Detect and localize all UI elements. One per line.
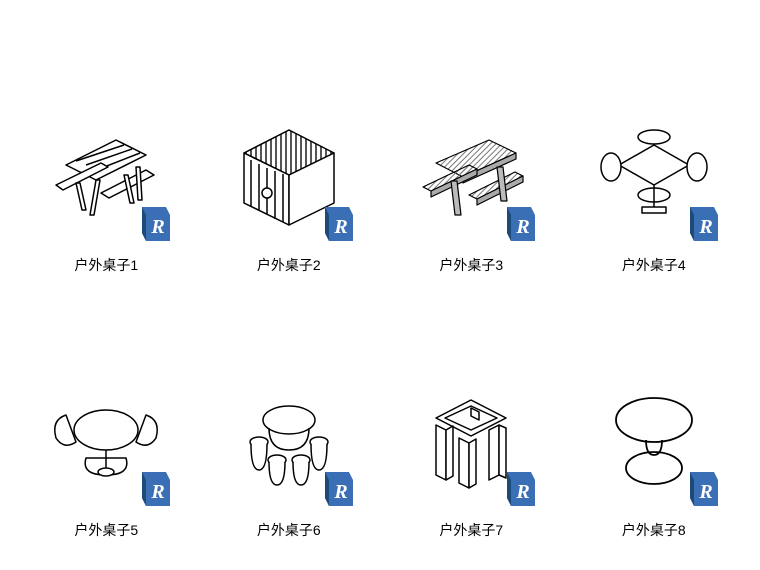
svg-text:R: R — [333, 216, 347, 238]
file-thumbnail[interactable]: R — [219, 107, 359, 247]
revit-badge-icon: R — [140, 470, 172, 508]
file-item[interactable]: R 户外桌子3 — [385, 30, 558, 275]
file-item[interactable]: R 户外桌子5 — [20, 295, 193, 540]
revit-badge-icon: R — [323, 470, 355, 508]
file-label: 户外桌子3 — [439, 255, 503, 275]
file-item[interactable]: R 户外桌子8 — [568, 295, 741, 540]
file-label: 户外桌子2 — [257, 255, 321, 275]
file-item[interactable]: R 户外桌子6 — [203, 295, 376, 540]
revit-badge-icon: R — [505, 470, 537, 508]
file-label: 户外桌子4 — [622, 255, 686, 275]
file-label: 户外桌子1 — [74, 255, 138, 275]
file-grid: R 户外桌子1 R 户外桌子2 — [20, 30, 740, 540]
svg-text:R: R — [516, 216, 530, 238]
file-thumbnail[interactable]: R — [401, 372, 541, 512]
svg-text:R: R — [516, 481, 530, 503]
file-thumbnail[interactable]: R — [584, 107, 724, 247]
file-thumbnail[interactable]: R — [401, 107, 541, 247]
revit-badge-icon: R — [140, 205, 172, 243]
svg-text:R: R — [151, 216, 165, 238]
file-label: 户外桌子7 — [439, 520, 503, 540]
file-item[interactable]: R 户外桌子4 — [568, 30, 741, 275]
svg-text:R: R — [698, 216, 712, 238]
revit-badge-icon: R — [688, 205, 720, 243]
file-thumbnail[interactable]: R — [36, 372, 176, 512]
file-label: 户外桌子6 — [257, 520, 321, 540]
file-item[interactable]: R 户外桌子1 — [20, 30, 193, 275]
svg-text:R: R — [151, 481, 165, 503]
file-label: 户外桌子5 — [74, 520, 138, 540]
file-thumbnail[interactable]: R — [219, 372, 359, 512]
svg-text:R: R — [333, 481, 347, 503]
file-item[interactable]: R 户外桌子2 — [203, 30, 376, 275]
file-thumbnail[interactable]: R — [36, 107, 176, 247]
file-thumbnail[interactable]: R — [584, 372, 724, 512]
revit-badge-icon: R — [505, 205, 537, 243]
file-label: 户外桌子8 — [622, 520, 686, 540]
svg-text:R: R — [698, 481, 712, 503]
revit-badge-icon: R — [688, 470, 720, 508]
file-item[interactable]: R 户外桌子7 — [385, 295, 558, 540]
revit-badge-icon: R — [323, 205, 355, 243]
